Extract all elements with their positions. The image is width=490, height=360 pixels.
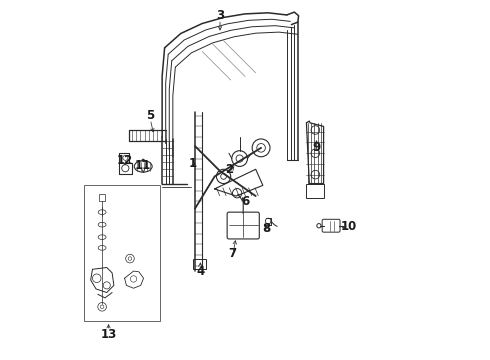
- Bar: [83, 185, 160, 321]
- Text: 8: 8: [262, 222, 270, 235]
- Text: 5: 5: [146, 109, 154, 122]
- Bar: [306, 184, 324, 198]
- Text: 12: 12: [117, 154, 133, 167]
- Text: 4: 4: [196, 265, 204, 278]
- Text: 10: 10: [341, 220, 357, 233]
- Text: 6: 6: [241, 195, 249, 208]
- Text: 3: 3: [216, 9, 224, 22]
- Text: 7: 7: [228, 247, 237, 260]
- Text: 11: 11: [135, 159, 151, 172]
- Text: 9: 9: [312, 141, 320, 154]
- Text: 13: 13: [100, 328, 117, 341]
- Bar: [99, 194, 105, 201]
- Text: 1: 1: [189, 157, 197, 170]
- Text: 2: 2: [225, 163, 233, 176]
- Circle shape: [142, 159, 145, 162]
